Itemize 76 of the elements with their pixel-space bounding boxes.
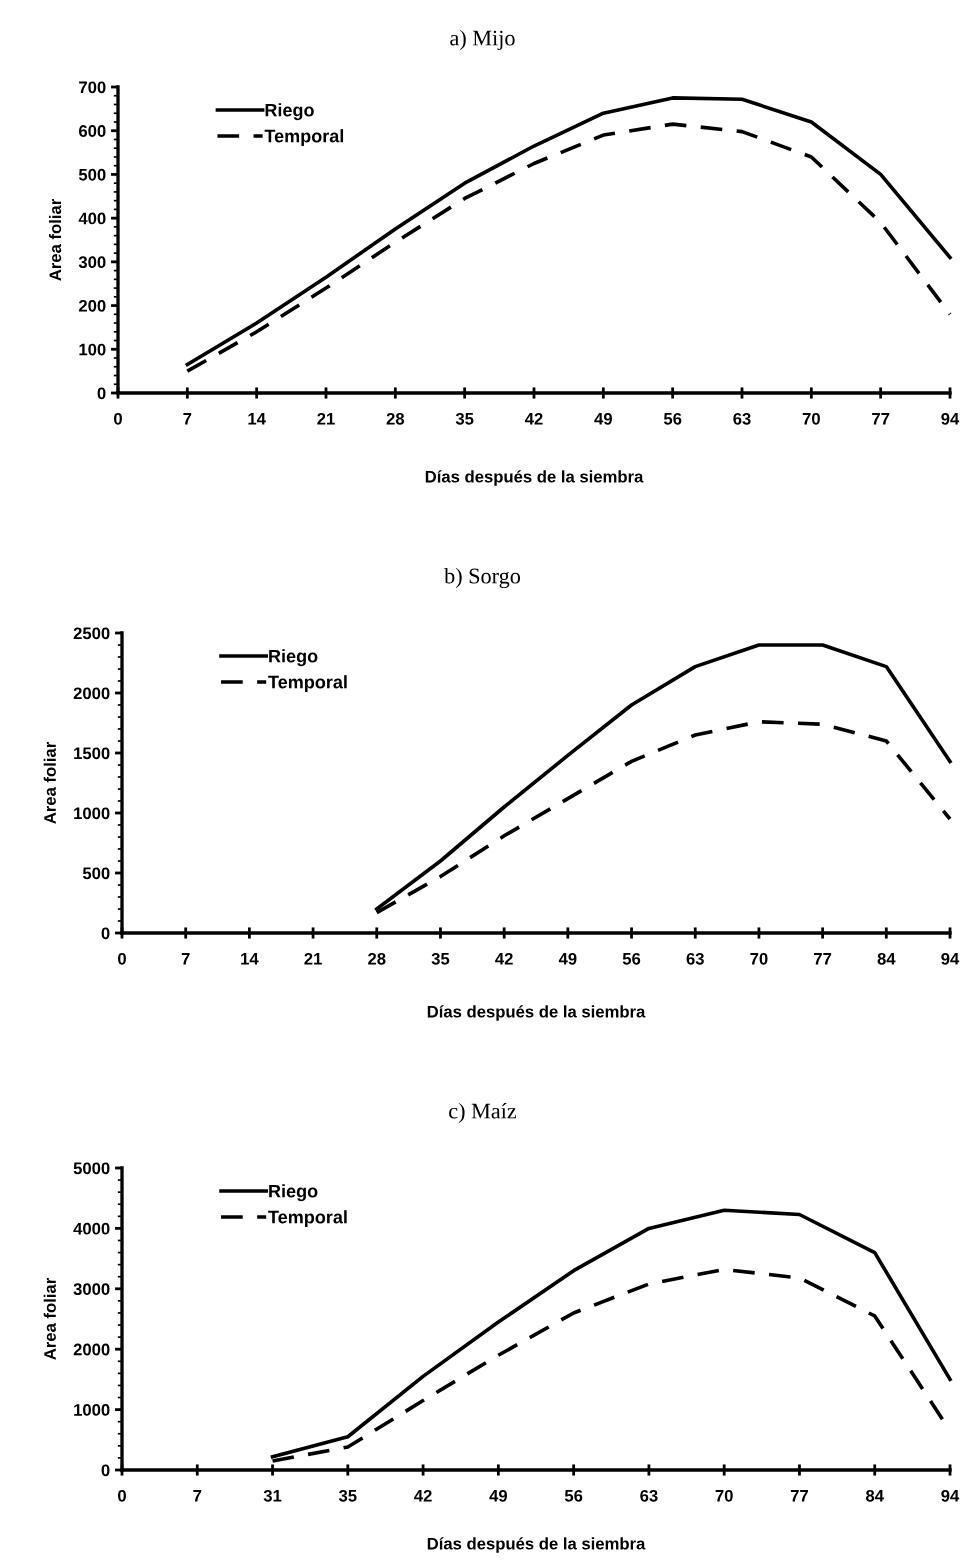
x-tick-label: 14 (248, 413, 266, 425)
x-tick-label: 21 (304, 952, 322, 965)
y-tick-label: 1000 (74, 807, 110, 820)
y-tick-label: 0 (101, 1464, 110, 1477)
y-tick-label: 5000 (73, 1162, 110, 1175)
y-tick-label: 2000 (73, 1343, 110, 1356)
x-tick-label: 35 (338, 1489, 357, 1502)
x-tick-label: 7 (181, 953, 190, 965)
y-tick-label: 700 (79, 81, 106, 94)
x-axis-title: Días después de la siembra (425, 470, 644, 486)
x-tick-label: 28 (386, 412, 405, 425)
x-tick-label: 0 (118, 952, 126, 965)
x-tick-label: 77 (872, 413, 890, 425)
x-tick-label: 70 (750, 952, 768, 965)
x-tick-label: 77 (790, 1490, 808, 1502)
x-tick-label: 49 (489, 1489, 508, 1502)
legend-label: Temporal (264, 129, 344, 147)
x-axis-title: Días después de la siembra (427, 1005, 646, 1021)
y-axis-title: Area foliar (48, 199, 62, 281)
x-tick-label: 84 (877, 952, 896, 965)
y-tick-label: 2000 (73, 687, 110, 700)
x-tick-label: 35 (455, 412, 474, 425)
x-tick-label: 63 (686, 952, 704, 965)
chart-title: c) Maíz (449, 1102, 517, 1124)
y-tick-label: 1500 (74, 747, 110, 760)
y-tick-label: 3000 (73, 1283, 110, 1296)
x-axis-title: Días después de la siembra (427, 1537, 646, 1553)
y-tick-label: 1000 (74, 1404, 110, 1416)
x-tick-label: 56 (564, 1489, 583, 1502)
y-axis-title: Area foliar (43, 1278, 56, 1360)
x-tick-label: 70 (715, 1489, 733, 1502)
x-tick-label: 49 (594, 412, 612, 425)
x-tick-label: 94 (941, 412, 960, 425)
x-tick-label: 63 (640, 1489, 658, 1502)
x-tick-label: 7 (183, 413, 192, 425)
y-tick-label: 200 (78, 299, 106, 312)
y-tick-label: 500 (82, 867, 110, 880)
x-tick-label: 14 (241, 953, 259, 965)
x-tick-label: 0 (118, 1489, 126, 1502)
y-tick-label: 2500 (73, 627, 110, 640)
x-tick-label: 63 (733, 412, 751, 425)
legend-label: Riego (269, 649, 318, 667)
y-tick-label: 300 (78, 256, 106, 269)
y-tick-label: 0 (101, 927, 110, 940)
x-tick-label: 70 (802, 412, 820, 425)
x-tick-label: 94 (941, 1489, 960, 1502)
legend-label: Riego (265, 103, 314, 121)
line-series (374, 643, 952, 911)
x-tick-label: 49 (558, 952, 577, 965)
x-tick-label: 84 (865, 1489, 884, 1502)
y-tick-label: 4000 (73, 1222, 110, 1235)
legend-label: Temporal (268, 675, 347, 693)
y-tick-label: 600 (79, 125, 106, 137)
y-tick-label: 100 (79, 343, 106, 356)
y-tick-label: 0 (97, 387, 106, 400)
chart-title: a) Mijo (450, 29, 515, 51)
x-tick-label: 94 (941, 952, 960, 965)
y-tick-label: 400 (78, 212, 106, 225)
x-tick-label: 7 (193, 1490, 202, 1502)
y-axis-title: Area foliar (43, 742, 56, 824)
x-tick-label: 28 (368, 952, 386, 965)
x-tick-label: 56 (622, 952, 641, 965)
x-tick-label: 0 (114, 412, 122, 425)
line-series (270, 1208, 952, 1459)
x-tick-label: 21 (317, 412, 335, 425)
legend-label: Riego (269, 1184, 318, 1202)
y-tick-label: 500 (78, 168, 106, 181)
chart-title: b) Sorgo (444, 567, 521, 589)
x-tick-label: 42 (414, 1489, 432, 1502)
x-tick-label: 31 (263, 1489, 282, 1502)
x-tick-label: 42 (524, 412, 543, 425)
x-tick-label: 56 (663, 412, 682, 425)
legend-label: Temporal (268, 1210, 347, 1228)
x-tick-label: 42 (495, 952, 513, 965)
x-tick-label: 77 (814, 953, 832, 965)
x-tick-label: 35 (431, 952, 450, 965)
